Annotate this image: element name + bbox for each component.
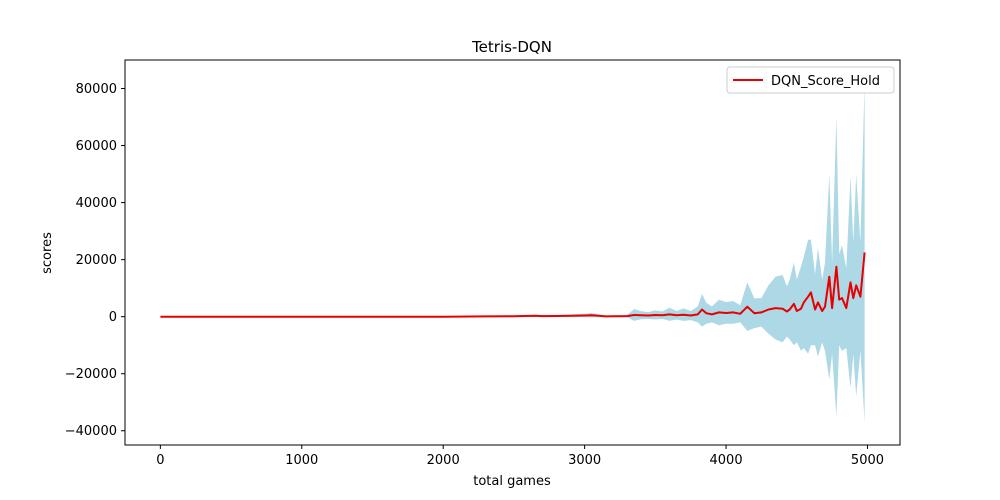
- y-tick-label: 80000: [76, 82, 117, 97]
- plot-frame: [124, 59, 901, 446]
- x-axis-title: total games: [473, 474, 551, 489]
- y-tick-label: 0: [109, 310, 117, 325]
- series-line-0: [160, 252, 866, 318]
- x-axis: 0 1000 2000 3000 4000 5000: [156, 445, 884, 468]
- y-axis-title: scores: [40, 232, 55, 274]
- x-tick-label: 3000: [568, 453, 601, 468]
- y-tick-label: 20000: [76, 253, 117, 268]
- chart-title: Tetris-DQN: [471, 38, 552, 56]
- line-layer: [160, 252, 866, 318]
- y-tick-label: 60000: [76, 139, 117, 154]
- legend-label: DQN_Score_Hold: [771, 74, 880, 89]
- legend-frame: [726, 66, 895, 94]
- x-tick-label: 4000: [710, 453, 743, 468]
- x-tick-label: 0: [156, 453, 164, 468]
- x-tick-label: 5000: [851, 453, 884, 468]
- x-tick-label: 2000: [427, 453, 460, 468]
- legend: DQN_Score_Hold: [726, 66, 895, 94]
- y-tick-label: −20000: [65, 367, 117, 382]
- y-tick-label: −40000: [65, 424, 117, 439]
- y-tick-label: 40000: [76, 196, 117, 211]
- x-tick-label: 1000: [285, 453, 318, 468]
- y-axis: −40000 −20000 0 20000 40000 60000 80000: [65, 82, 125, 439]
